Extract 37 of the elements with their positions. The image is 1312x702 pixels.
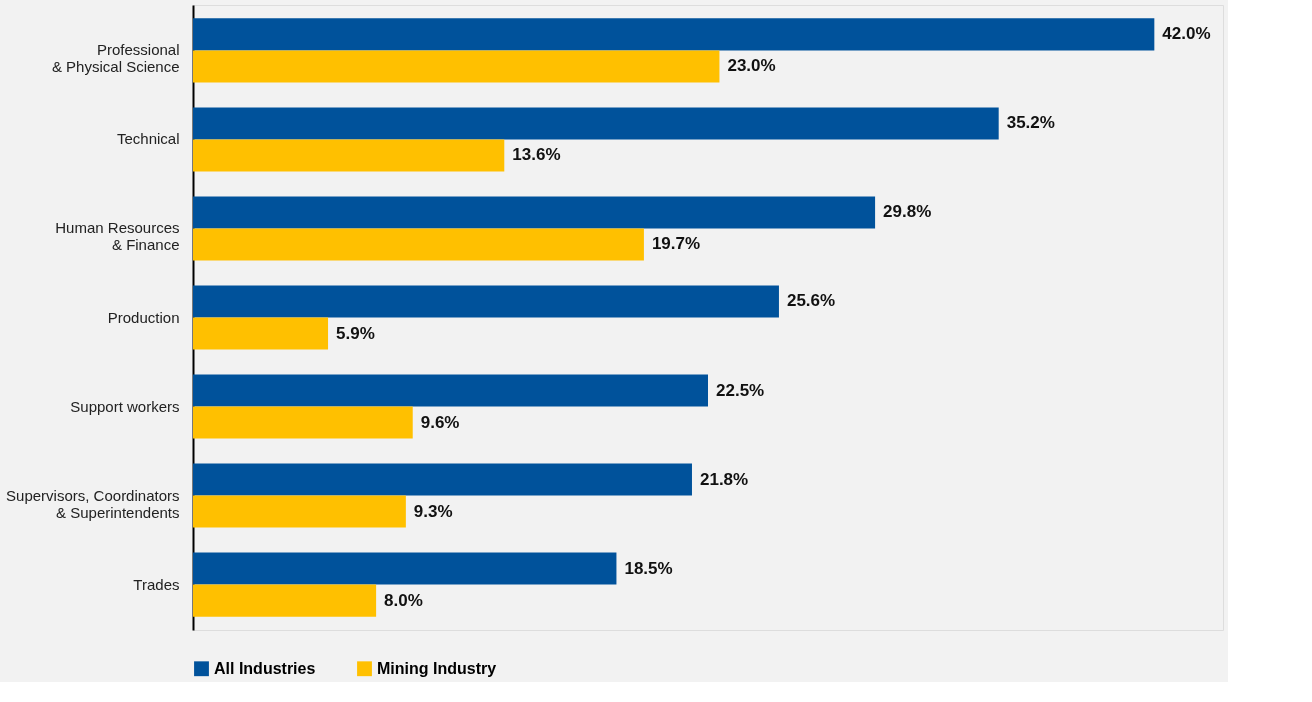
- bar: [193, 552, 617, 585]
- bar: [193, 317, 329, 350]
- data-label: 8.0%: [384, 590, 423, 610]
- bar: [193, 107, 999, 140]
- y-tick-label: Human Resources & Finance: [55, 219, 180, 254]
- bar: [193, 18, 1155, 51]
- bar: [193, 50, 720, 83]
- bar: [193, 406, 413, 439]
- y-tick-label: Technical: [116, 130, 180, 148]
- bar: [193, 196, 876, 229]
- data-label: 13.6%: [512, 145, 561, 165]
- data-label: 22.5%: [716, 380, 765, 400]
- y-tick-label: Supervisors, Coordinators & Superintendents: [6, 486, 180, 521]
- bar: [193, 374, 708, 407]
- y-tick-label: Trades: [133, 575, 180, 593]
- y-tick-label: Support workers: [70, 397, 180, 415]
- data-label: 29.8%: [883, 202, 932, 222]
- bar: [193, 495, 406, 528]
- data-label: 35.2%: [1006, 113, 1055, 133]
- y-tick-label: Production: [107, 308, 180, 326]
- data-label: 25.6%: [786, 291, 836, 311]
- bar: [193, 463, 692, 496]
- data-label: 9.6%: [420, 412, 460, 432]
- data-label: 5.9%: [336, 323, 375, 343]
- bar: [193, 285, 779, 318]
- bar: [193, 228, 644, 261]
- data-label: 9.3%: [413, 501, 453, 521]
- bar: [193, 139, 505, 172]
- legend-label: Mining Industry: [377, 659, 497, 677]
- data-label: 18.5%: [624, 558, 673, 578]
- bar: [193, 584, 377, 617]
- data-label: 19.7%: [651, 234, 701, 254]
- legend-label: All Industries: [214, 659, 316, 677]
- y-tick-label: Professional & Physical Science: [51, 41, 180, 76]
- data-label: 21.8%: [699, 469, 749, 489]
- data-label: 42.0%: [1162, 24, 1211, 44]
- data-label: 23.0%: [727, 56, 776, 76]
